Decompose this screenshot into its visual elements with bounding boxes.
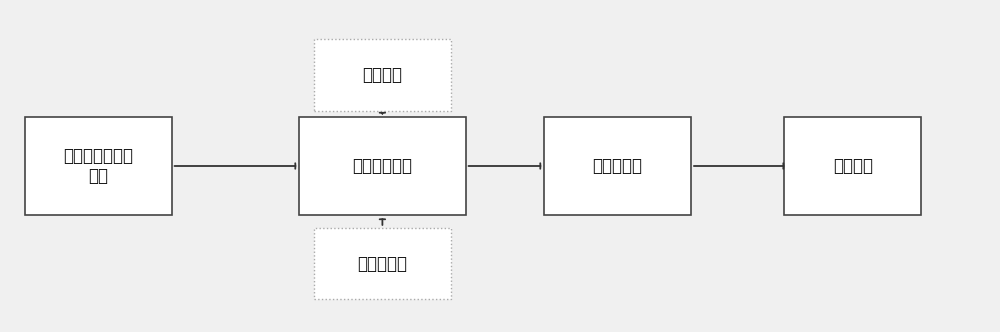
Bar [784,117,921,215]
Text: 发电机供电备用
电源: 发电机供电备用 电源 [63,147,133,185]
Bar [314,228,451,299]
Text: 工业电源: 工业电源 [362,66,402,84]
Text: 直流变压器: 直流变压器 [593,157,643,175]
Bar [299,117,466,215]
Text: 太阳能电源: 太阳能电源 [357,255,407,273]
Bar [314,39,451,111]
Text: 铝电解槽: 铝电解槽 [833,157,873,175]
Bar [25,117,172,215]
Text: 多源转换电路: 多源转换电路 [352,157,412,175]
Bar [544,117,691,215]
